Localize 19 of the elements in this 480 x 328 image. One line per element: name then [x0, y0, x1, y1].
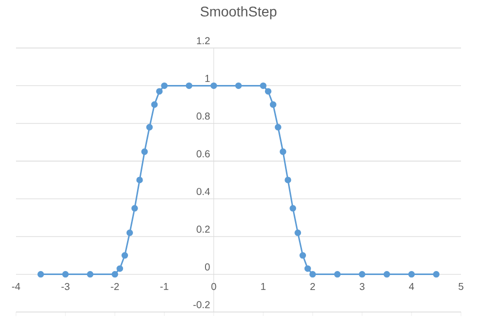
y-tick-label: 0.2: [196, 226, 210, 233]
x-tick-label: 4: [408, 282, 414, 290]
x-tick-label: -4: [12, 282, 20, 290]
x-tick-label: 2: [310, 282, 315, 290]
x-tick-label: 5: [458, 282, 464, 290]
x-tick-label: 0: [211, 282, 216, 290]
y-tick-label: 0.4: [196, 188, 210, 196]
chart-title: SmoothStep: [200, 6, 276, 20]
x-tick-label: -3: [61, 282, 70, 290]
x-tick-label: -2: [110, 282, 119, 290]
y-tick-label: 0.8: [196, 112, 210, 120]
x-tick-label: 1: [261, 282, 266, 290]
x-tick-label: 3: [360, 282, 364, 290]
y-tick-label: 1.2: [197, 37, 210, 44]
y-tick-label: -0.2: [193, 301, 210, 308]
y-tick-label: 1: [205, 74, 210, 82]
y-tick-label: 0: [205, 263, 210, 270]
x-tick-label: -1: [160, 282, 168, 290]
y-tick-label: 0.6: [196, 150, 210, 158]
